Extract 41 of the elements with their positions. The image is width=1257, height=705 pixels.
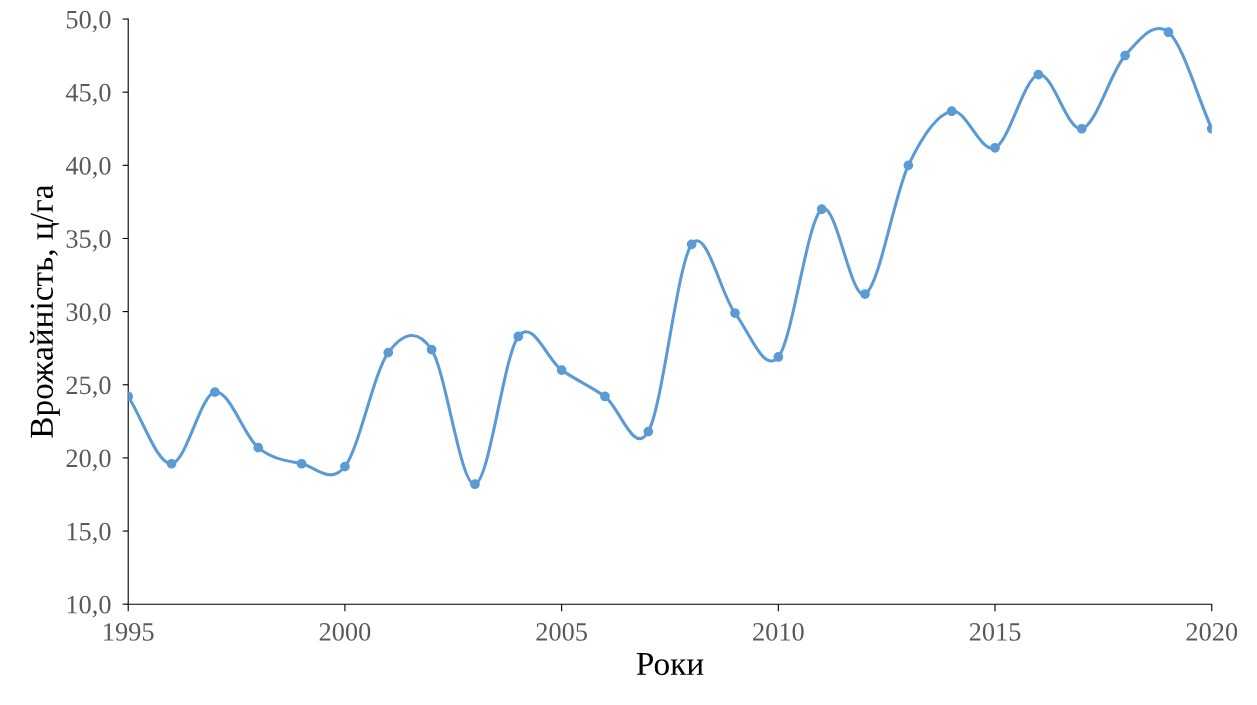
point <box>426 344 437 355</box>
x-tick-label: 2000 <box>319 623 371 641</box>
point <box>166 458 177 469</box>
point <box>556 365 567 375</box>
point <box>1163 27 1174 38</box>
point <box>1033 69 1044 80</box>
x-tick-label: 2010 <box>753 623 804 641</box>
point <box>253 442 264 453</box>
point <box>643 426 654 437</box>
point <box>296 458 307 469</box>
point <box>1120 50 1130 61</box>
point <box>773 352 784 362</box>
y-tick-label: 40,0 <box>65 156 111 179</box>
x-axis-title: Роки <box>636 653 704 676</box>
x-tick-label: 2015 <box>969 623 1021 641</box>
x-tick-label: 1995 <box>104 623 154 641</box>
y-tick-label: 10,0 <box>67 595 111 618</box>
point <box>990 142 1000 153</box>
point <box>860 289 870 299</box>
point <box>600 391 610 402</box>
point <box>816 204 827 215</box>
point <box>686 239 697 250</box>
y-tick-label: 45,0 <box>65 83 111 106</box>
y-tick-label: 20,0 <box>66 449 111 472</box>
point <box>1076 123 1087 134</box>
point <box>946 106 957 117</box>
y-tick-label: 35,0 <box>66 230 111 252</box>
point <box>470 479 480 490</box>
point <box>730 308 740 318</box>
point <box>903 160 914 171</box>
y-axis-title: Врожайність, ц/га <box>29 184 60 438</box>
x-tick-label: 2020 <box>1186 623 1238 641</box>
y-tick-label: 25,0 <box>66 376 111 398</box>
point <box>340 461 350 472</box>
point <box>383 347 394 358</box>
x-tick-label: 2005 <box>536 623 587 641</box>
y-tick-label: 50,0 <box>66 10 111 33</box>
y-tick-label: 15,0 <box>67 522 111 545</box>
point <box>210 387 220 397</box>
y-tick-label: 30,0 <box>66 303 111 325</box>
point <box>513 331 524 342</box>
